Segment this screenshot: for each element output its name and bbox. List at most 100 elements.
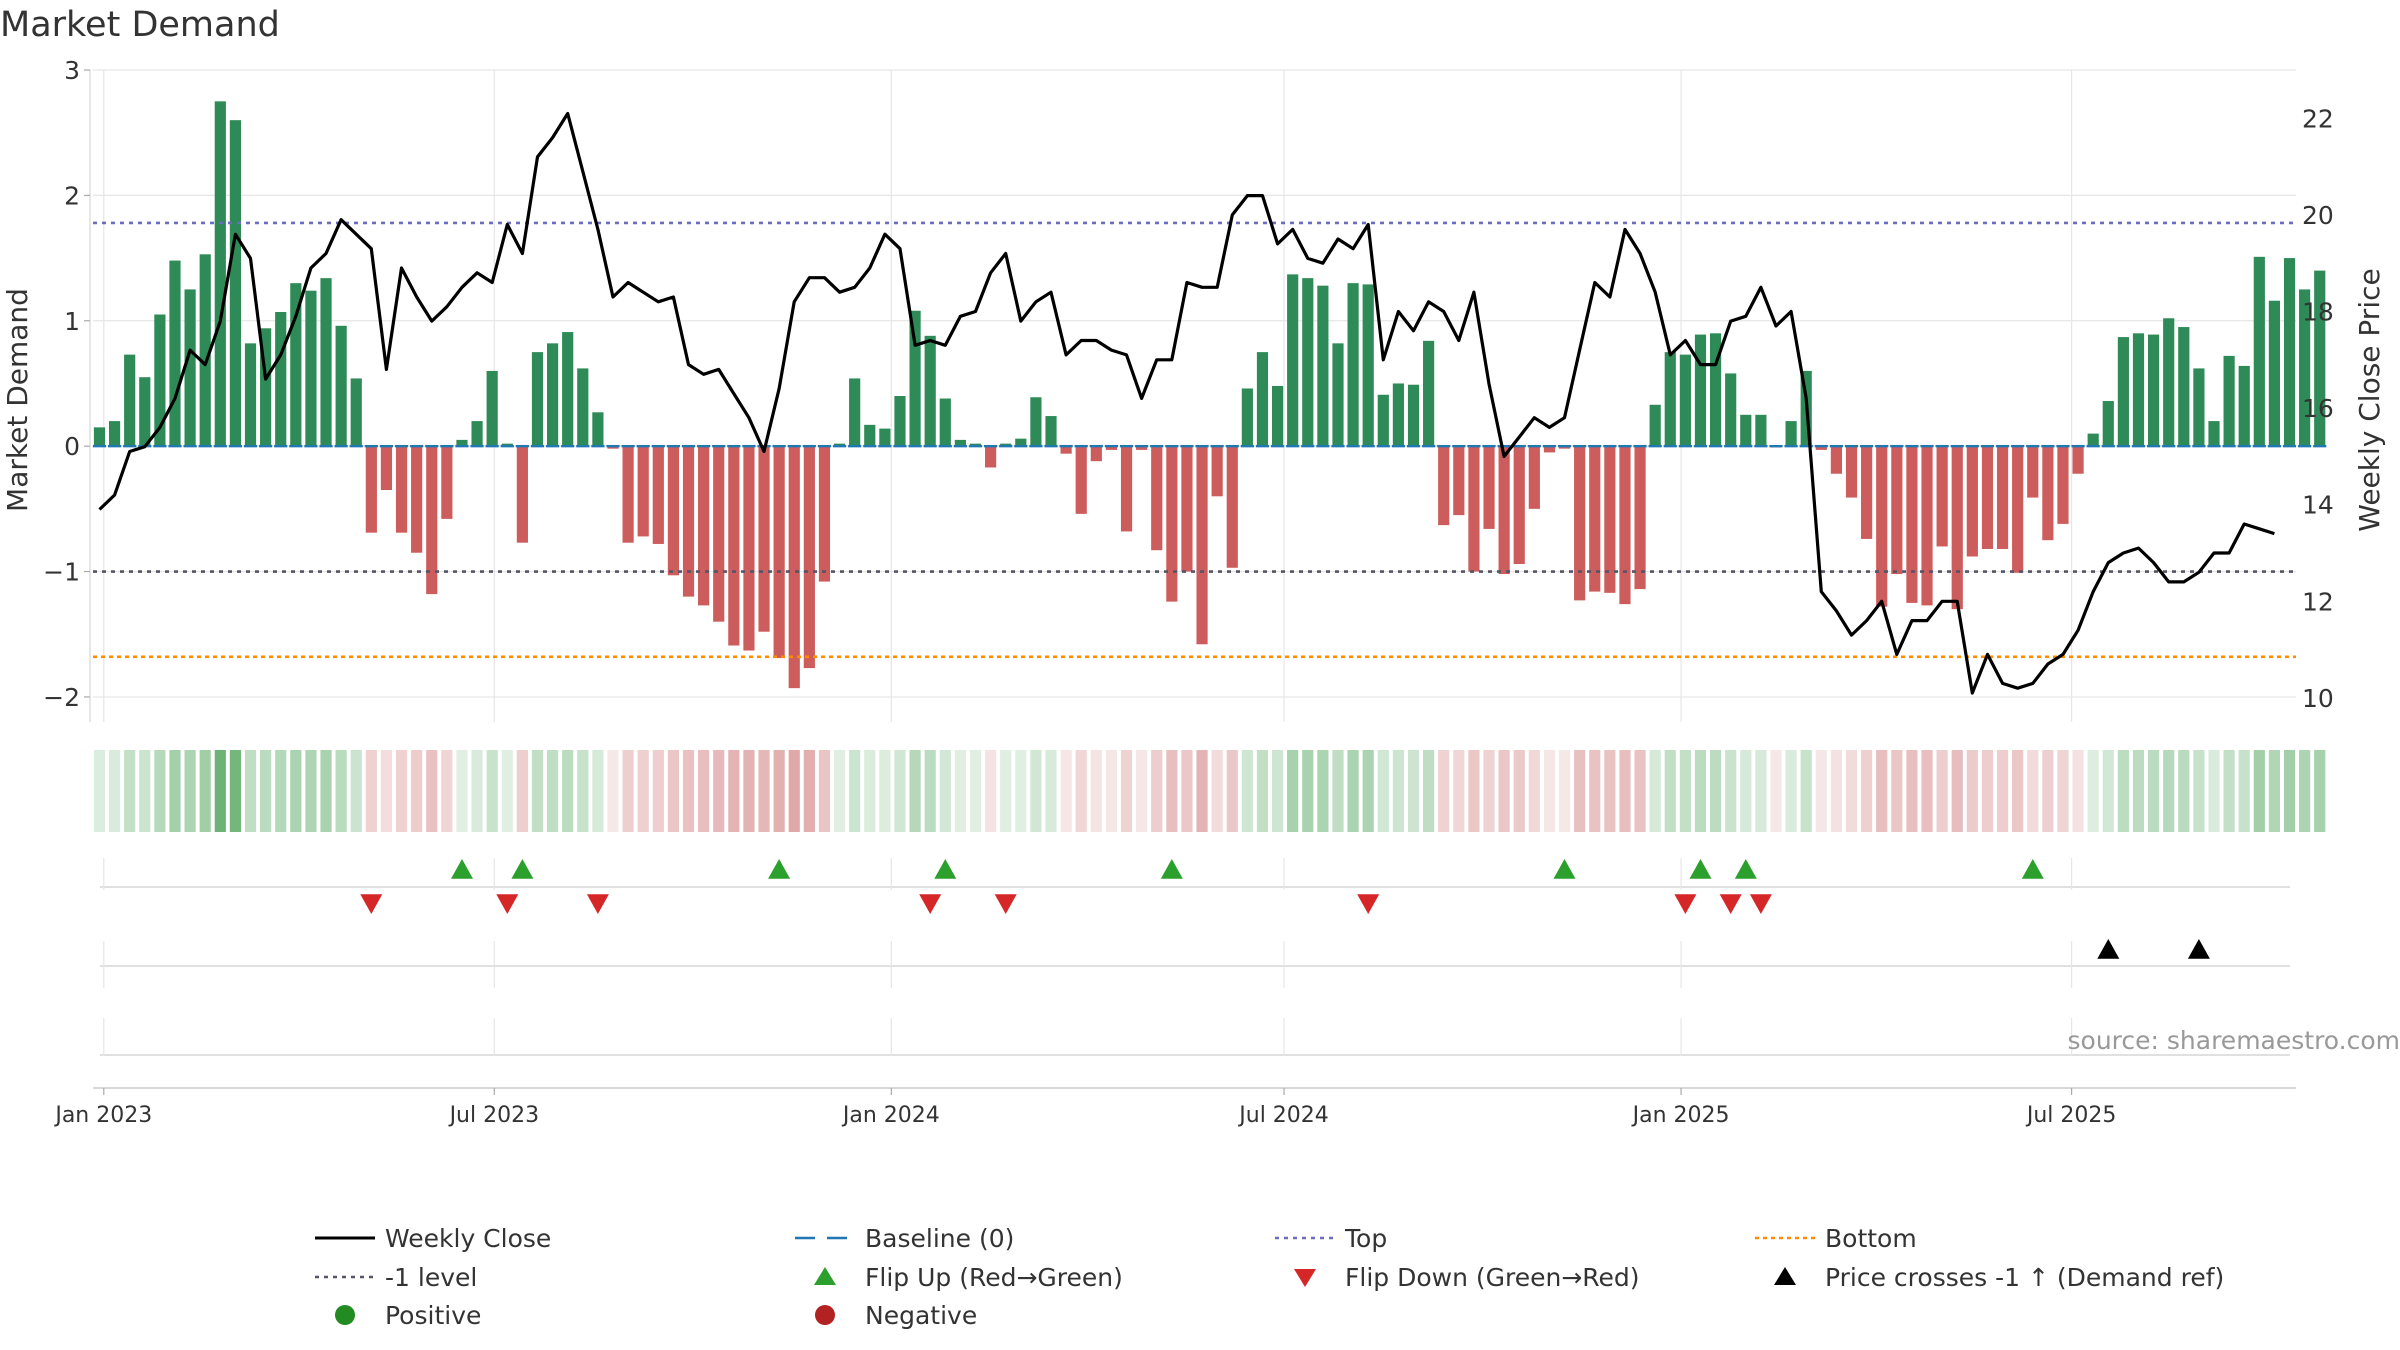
legend-label: Top — [1344, 1224, 1387, 1253]
heat-cell — [1709, 750, 1722, 832]
heat-cell — [260, 750, 272, 832]
heat-cell — [305, 750, 317, 832]
heat-cell — [1558, 750, 1571, 832]
heat-cell — [1090, 750, 1102, 832]
demand-bar — [607, 446, 619, 449]
demand-bar — [1423, 340, 1435, 447]
demand-bar — [1845, 446, 1858, 498]
legend-label: Flip Down (Green→Red) — [1345, 1263, 1640, 1292]
right-axis-label: Weekly Close Price — [2353, 268, 2386, 531]
demand-bar — [335, 325, 347, 447]
heat-cell — [1604, 750, 1616, 832]
demand-bar — [2238, 365, 2250, 447]
demand-bar — [1317, 285, 1329, 447]
demand-bar — [1453, 446, 1465, 516]
demand-bar — [1589, 446, 1601, 592]
heat-cell — [1332, 750, 1344, 832]
demand-bar — [1709, 333, 1722, 447]
heat-cell — [728, 750, 740, 832]
demand-bar — [1830, 446, 1843, 474]
heat-cell — [1136, 750, 1148, 832]
heat-cell — [169, 750, 181, 832]
legend-swatch — [1774, 1267, 1796, 1285]
heat-cell — [1302, 750, 1314, 832]
heat-cell — [773, 750, 785, 832]
heat-cell — [380, 750, 393, 832]
legend-item-minus-one: -1 level — [315, 1263, 477, 1292]
demand-bar — [1951, 446, 1963, 610]
heat-cell — [290, 750, 302, 832]
demand-bar — [833, 443, 846, 447]
demand-bar — [1483, 446, 1495, 529]
heat-cell — [954, 750, 966, 832]
heat-cell — [1256, 750, 1269, 832]
demand-bar — [1604, 446, 1616, 593]
legend-item-flip-down: Flip Down (Green→Red) — [1294, 1263, 1640, 1292]
heat-cell — [803, 750, 815, 832]
legend-label: Bottom — [1825, 1224, 1917, 1253]
x-axis: Jan 2023 Jul 2023 Jan 2024 Jul 2024 Jan 2025… — [53, 1087, 2296, 1128]
heat-cell — [1166, 750, 1178, 832]
events-gridlines — [100, 858, 2290, 1056]
heat-cell — [335, 750, 347, 832]
demand-bar — [411, 446, 423, 553]
demand-bar — [1347, 283, 1359, 447]
demand-bar — [1045, 416, 1057, 447]
legend-label: Weekly Close — [385, 1224, 551, 1253]
demand-bar — [1302, 278, 1314, 447]
demand-bar — [592, 412, 604, 447]
legend-label: Negative — [865, 1301, 977, 1330]
heat-cell — [108, 750, 121, 832]
demand-bar — [1966, 446, 1978, 557]
heat-cell — [1528, 750, 1540, 832]
heat-cell — [350, 750, 362, 832]
demand-bar — [244, 343, 257, 447]
flip-up-marker — [1734, 859, 1757, 879]
heat-cell — [1015, 750, 1027, 832]
demand-bar — [2283, 258, 2296, 447]
demand-bar — [1619, 446, 1631, 605]
heat-cell — [1876, 750, 1888, 832]
heat-cell — [1211, 750, 1223, 832]
demand-bar — [2193, 368, 2205, 447]
demand-bar — [1558, 446, 1571, 449]
demand-bar — [1377, 394, 1389, 447]
flip-down-marker — [1357, 894, 1380, 914]
demand-bar — [1211, 446, 1223, 497]
legend-item-bottom: Bottom — [1755, 1224, 1917, 1253]
demand-bar — [1060, 446, 1072, 454]
flip-up-marker — [1689, 859, 1712, 879]
demand-bar — [290, 283, 302, 447]
demand-bar — [1861, 446, 1873, 539]
heat-cell — [199, 750, 211, 832]
demand-bar — [471, 421, 483, 447]
demand-bar — [1181, 446, 1193, 572]
heat-cell — [1815, 750, 1827, 832]
demand-bar — [1981, 446, 1994, 549]
demand-bar — [516, 446, 528, 543]
heat-cell — [486, 750, 498, 832]
flip-up-marker — [451, 859, 473, 879]
heat-cell — [214, 750, 226, 832]
flip-up-marker — [768, 859, 791, 879]
demand-bar — [214, 101, 226, 447]
left-tick-label: 3 — [64, 56, 80, 85]
right-tick-label: 12 — [2302, 587, 2334, 616]
flip-down-marker — [1674, 894, 1697, 914]
demand-bar — [426, 446, 438, 595]
heat-cell — [1317, 750, 1329, 832]
legend-item-flip-up: Flip Up (Red→Green) — [814, 1263, 1123, 1292]
heat-cell — [154, 750, 166, 832]
heat-cell — [229, 750, 241, 832]
left-tick-label: 2 — [64, 181, 80, 210]
flip-up-marker — [2021, 859, 2044, 879]
right-axis-ticks: 10 12 14 16 18 20 22 — [2302, 104, 2334, 713]
heat-cell — [818, 750, 831, 832]
left-axis-label: Market Demand — [1, 288, 34, 512]
demand-bar — [1120, 446, 1133, 532]
event-markers — [360, 859, 2210, 959]
left-tick-label: 1 — [64, 307, 80, 336]
heat-cell — [879, 750, 891, 832]
heat-cell — [1105, 750, 1118, 832]
